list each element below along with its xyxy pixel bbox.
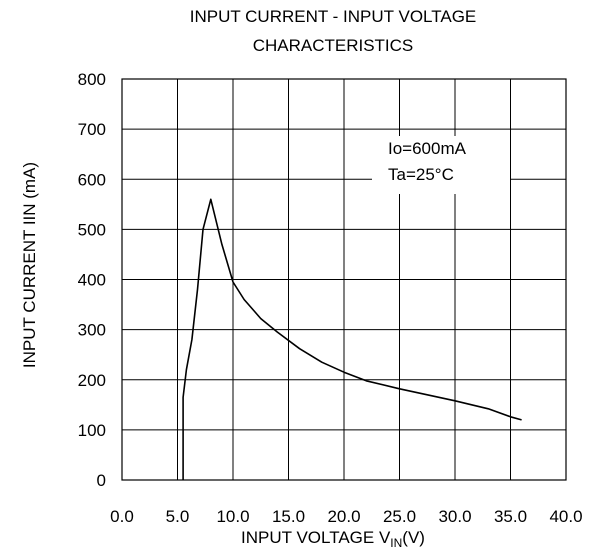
y-tick-label: 500 xyxy=(78,220,106,239)
x-axis-label: INPUT VOLTAGE VIN(V) xyxy=(70,528,596,550)
x-tick-label: 15.0 xyxy=(272,507,305,526)
x-tick-label: 40.0 xyxy=(549,507,582,526)
annotation-io: Io=600mA xyxy=(388,139,467,158)
x-axis-label-main: INPUT VOLTAGE V xyxy=(241,528,391,547)
plot-frame xyxy=(121,78,567,481)
y-tick-label: 0 xyxy=(97,471,106,490)
x-axis-label-unit: (V) xyxy=(402,528,425,547)
y-tick-label: 100 xyxy=(78,421,106,440)
y-tick-label: 700 xyxy=(78,120,106,139)
x-tick-label: 20.0 xyxy=(327,507,360,526)
y-tick-label: 800 xyxy=(78,70,106,89)
annotation-ta: Ta=25°C xyxy=(388,165,454,184)
x-tick-label: 0.0 xyxy=(110,507,134,526)
x-tick-label: 5.0 xyxy=(166,507,190,526)
y-tick-label: 300 xyxy=(78,321,106,340)
x-tick-label: 30.0 xyxy=(438,507,471,526)
x-axis-label-subscript: IN xyxy=(390,536,403,550)
x-tick-label: 10.0 xyxy=(216,507,249,526)
y-tick-label: 400 xyxy=(78,271,106,290)
x-tick-label: 35.0 xyxy=(494,507,527,526)
data-series-line xyxy=(182,198,522,480)
chart-title-line2: CHARACTERISTICS xyxy=(252,36,414,55)
annotation-background xyxy=(372,136,510,194)
chart-title-line1: INPUT CURRENT - INPUT VOLTAGE xyxy=(189,7,477,26)
y-tick-label: 600 xyxy=(78,170,106,189)
x-tick-label: 25.0 xyxy=(383,507,416,526)
y-tick-label: 200 xyxy=(78,371,106,390)
